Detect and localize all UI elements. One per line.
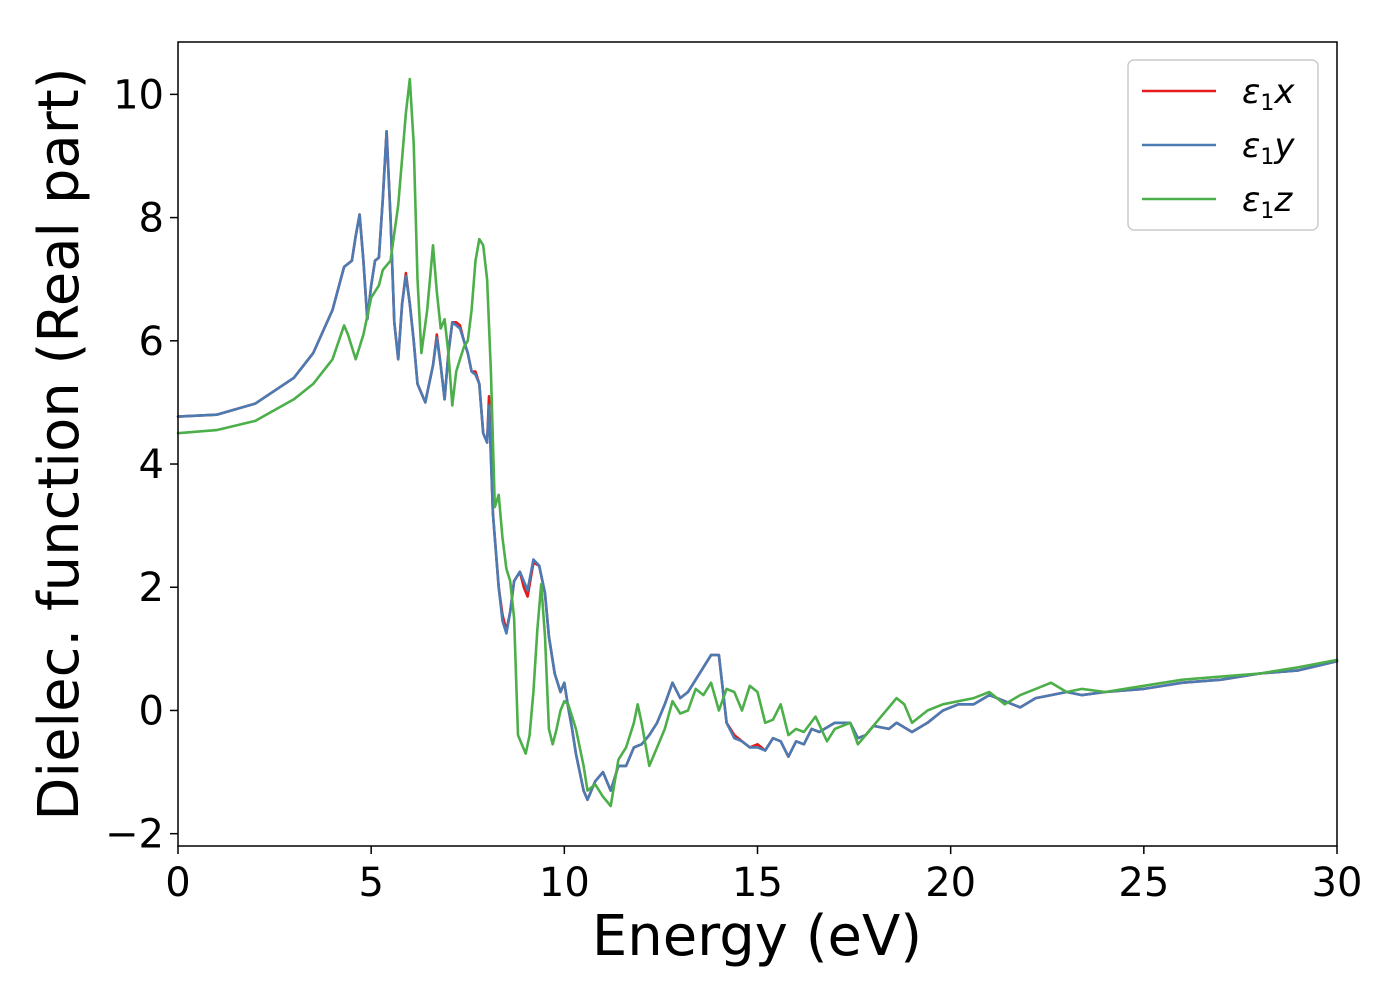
- y-tick-label: 6: [139, 319, 164, 365]
- x-tick-label: 30: [1312, 860, 1363, 906]
- x-axis-label: Energy (eV): [592, 904, 922, 969]
- legend-frame: [1127, 59, 1319, 231]
- series-line-1: [176, 130, 1339, 802]
- y-axis-ticks: −2 0 2 4 6 8 10: [105, 72, 178, 858]
- x-axis-ticks: 0 5 10 15 20 25 30: [165, 846, 1362, 906]
- legend-label-1: ε1y: [1242, 126, 1295, 170]
- y-tick-label: 0: [139, 688, 164, 734]
- x-tick-label: 0: [165, 860, 190, 906]
- legend-label-2: ε1z: [1242, 180, 1293, 224]
- legend-label-0: ε1x: [1242, 72, 1295, 116]
- series-layer: [176, 77, 1339, 808]
- y-tick-label: 2: [139, 565, 164, 611]
- x-tick-label: 20: [925, 860, 976, 906]
- y-tick-label: 8: [139, 196, 164, 242]
- x-tick-label: 10: [539, 860, 590, 906]
- series-line-2: [176, 77, 1339, 808]
- x-tick-label: 25: [1118, 860, 1169, 906]
- y-axis-label: Dielec. function (Real part): [27, 67, 92, 820]
- legend: ε1x ε1y ε1z: [1127, 59, 1319, 231]
- y-tick-label: 10: [113, 72, 164, 118]
- x-tick-label: 15: [732, 860, 783, 906]
- y-tick-label: 4: [139, 442, 164, 488]
- y-tick-label: −2: [105, 812, 164, 858]
- x-tick-label: 5: [358, 860, 383, 906]
